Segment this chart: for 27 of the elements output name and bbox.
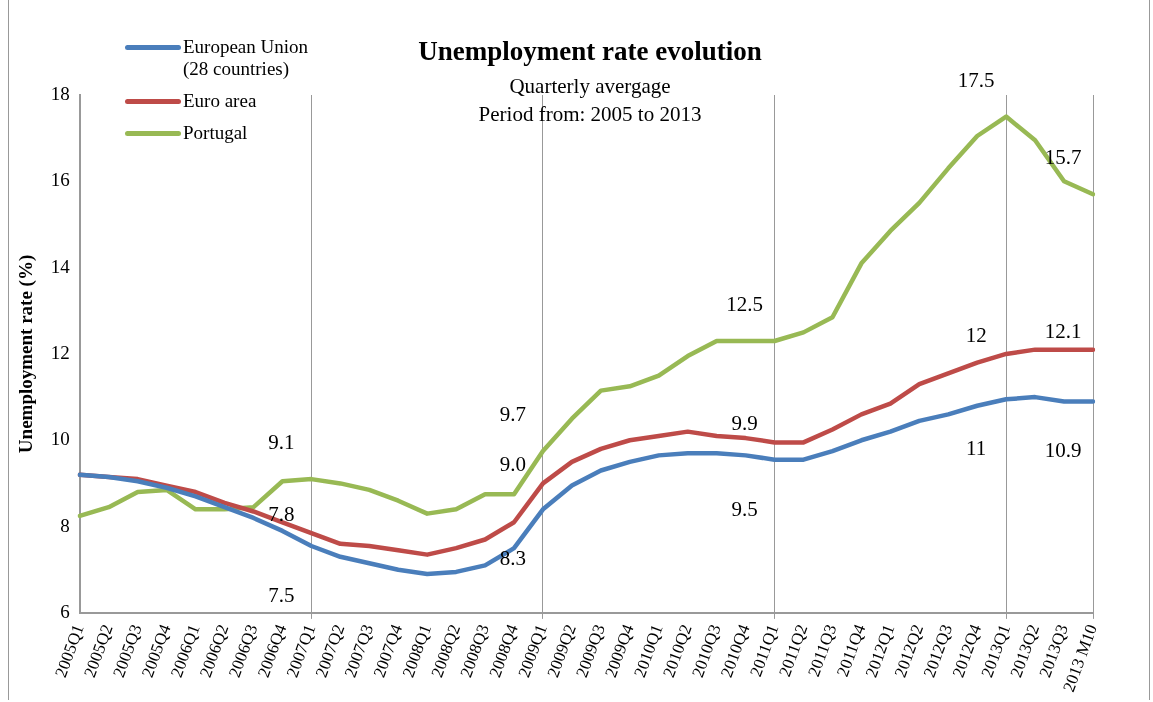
annotation: 9.9 <box>731 411 758 436</box>
annotation: 12.1 <box>1044 318 1082 343</box>
legend-label: Portugal <box>183 122 248 144</box>
legend-label: European Union (28 countries) <box>183 36 309 80</box>
y-tick-label: 8 <box>60 514 70 536</box>
annotation: 9.7 <box>499 402 527 427</box>
y-tick-label: 14 <box>50 255 71 277</box>
annotation: 17.5 <box>957 67 995 92</box>
legend-label: Euro area <box>183 90 257 112</box>
annotation: 9.1 <box>268 430 295 455</box>
annotation: 12 <box>965 322 987 347</box>
annotation: 8.3 <box>499 546 527 571</box>
annotation: 11 <box>966 436 987 461</box>
annotation: 7.8 <box>268 502 295 527</box>
annotation: 10.9 <box>1044 438 1082 463</box>
y-tick-label: 10 <box>50 428 70 450</box>
annotation: 12.5 <box>726 292 763 316</box>
y-tick-label: 12 <box>50 341 70 363</box>
annotation: 9.0 <box>499 452 527 477</box>
annotation: 9.5 <box>731 496 758 521</box>
y-axis-title: Unemployment rate (%) <box>15 254 38 454</box>
y-tick-label: 6 <box>60 600 70 622</box>
chart-title: Unemployment rate evolution <box>418 36 762 66</box>
y-tick-label: 16 <box>50 169 70 191</box>
annotation: 7.5 <box>268 583 295 608</box>
chart-subtitle: Quarterly avergage Period from: 2005 to 2013 <box>477 73 703 128</box>
y-tick-label: 18 <box>50 82 70 104</box>
